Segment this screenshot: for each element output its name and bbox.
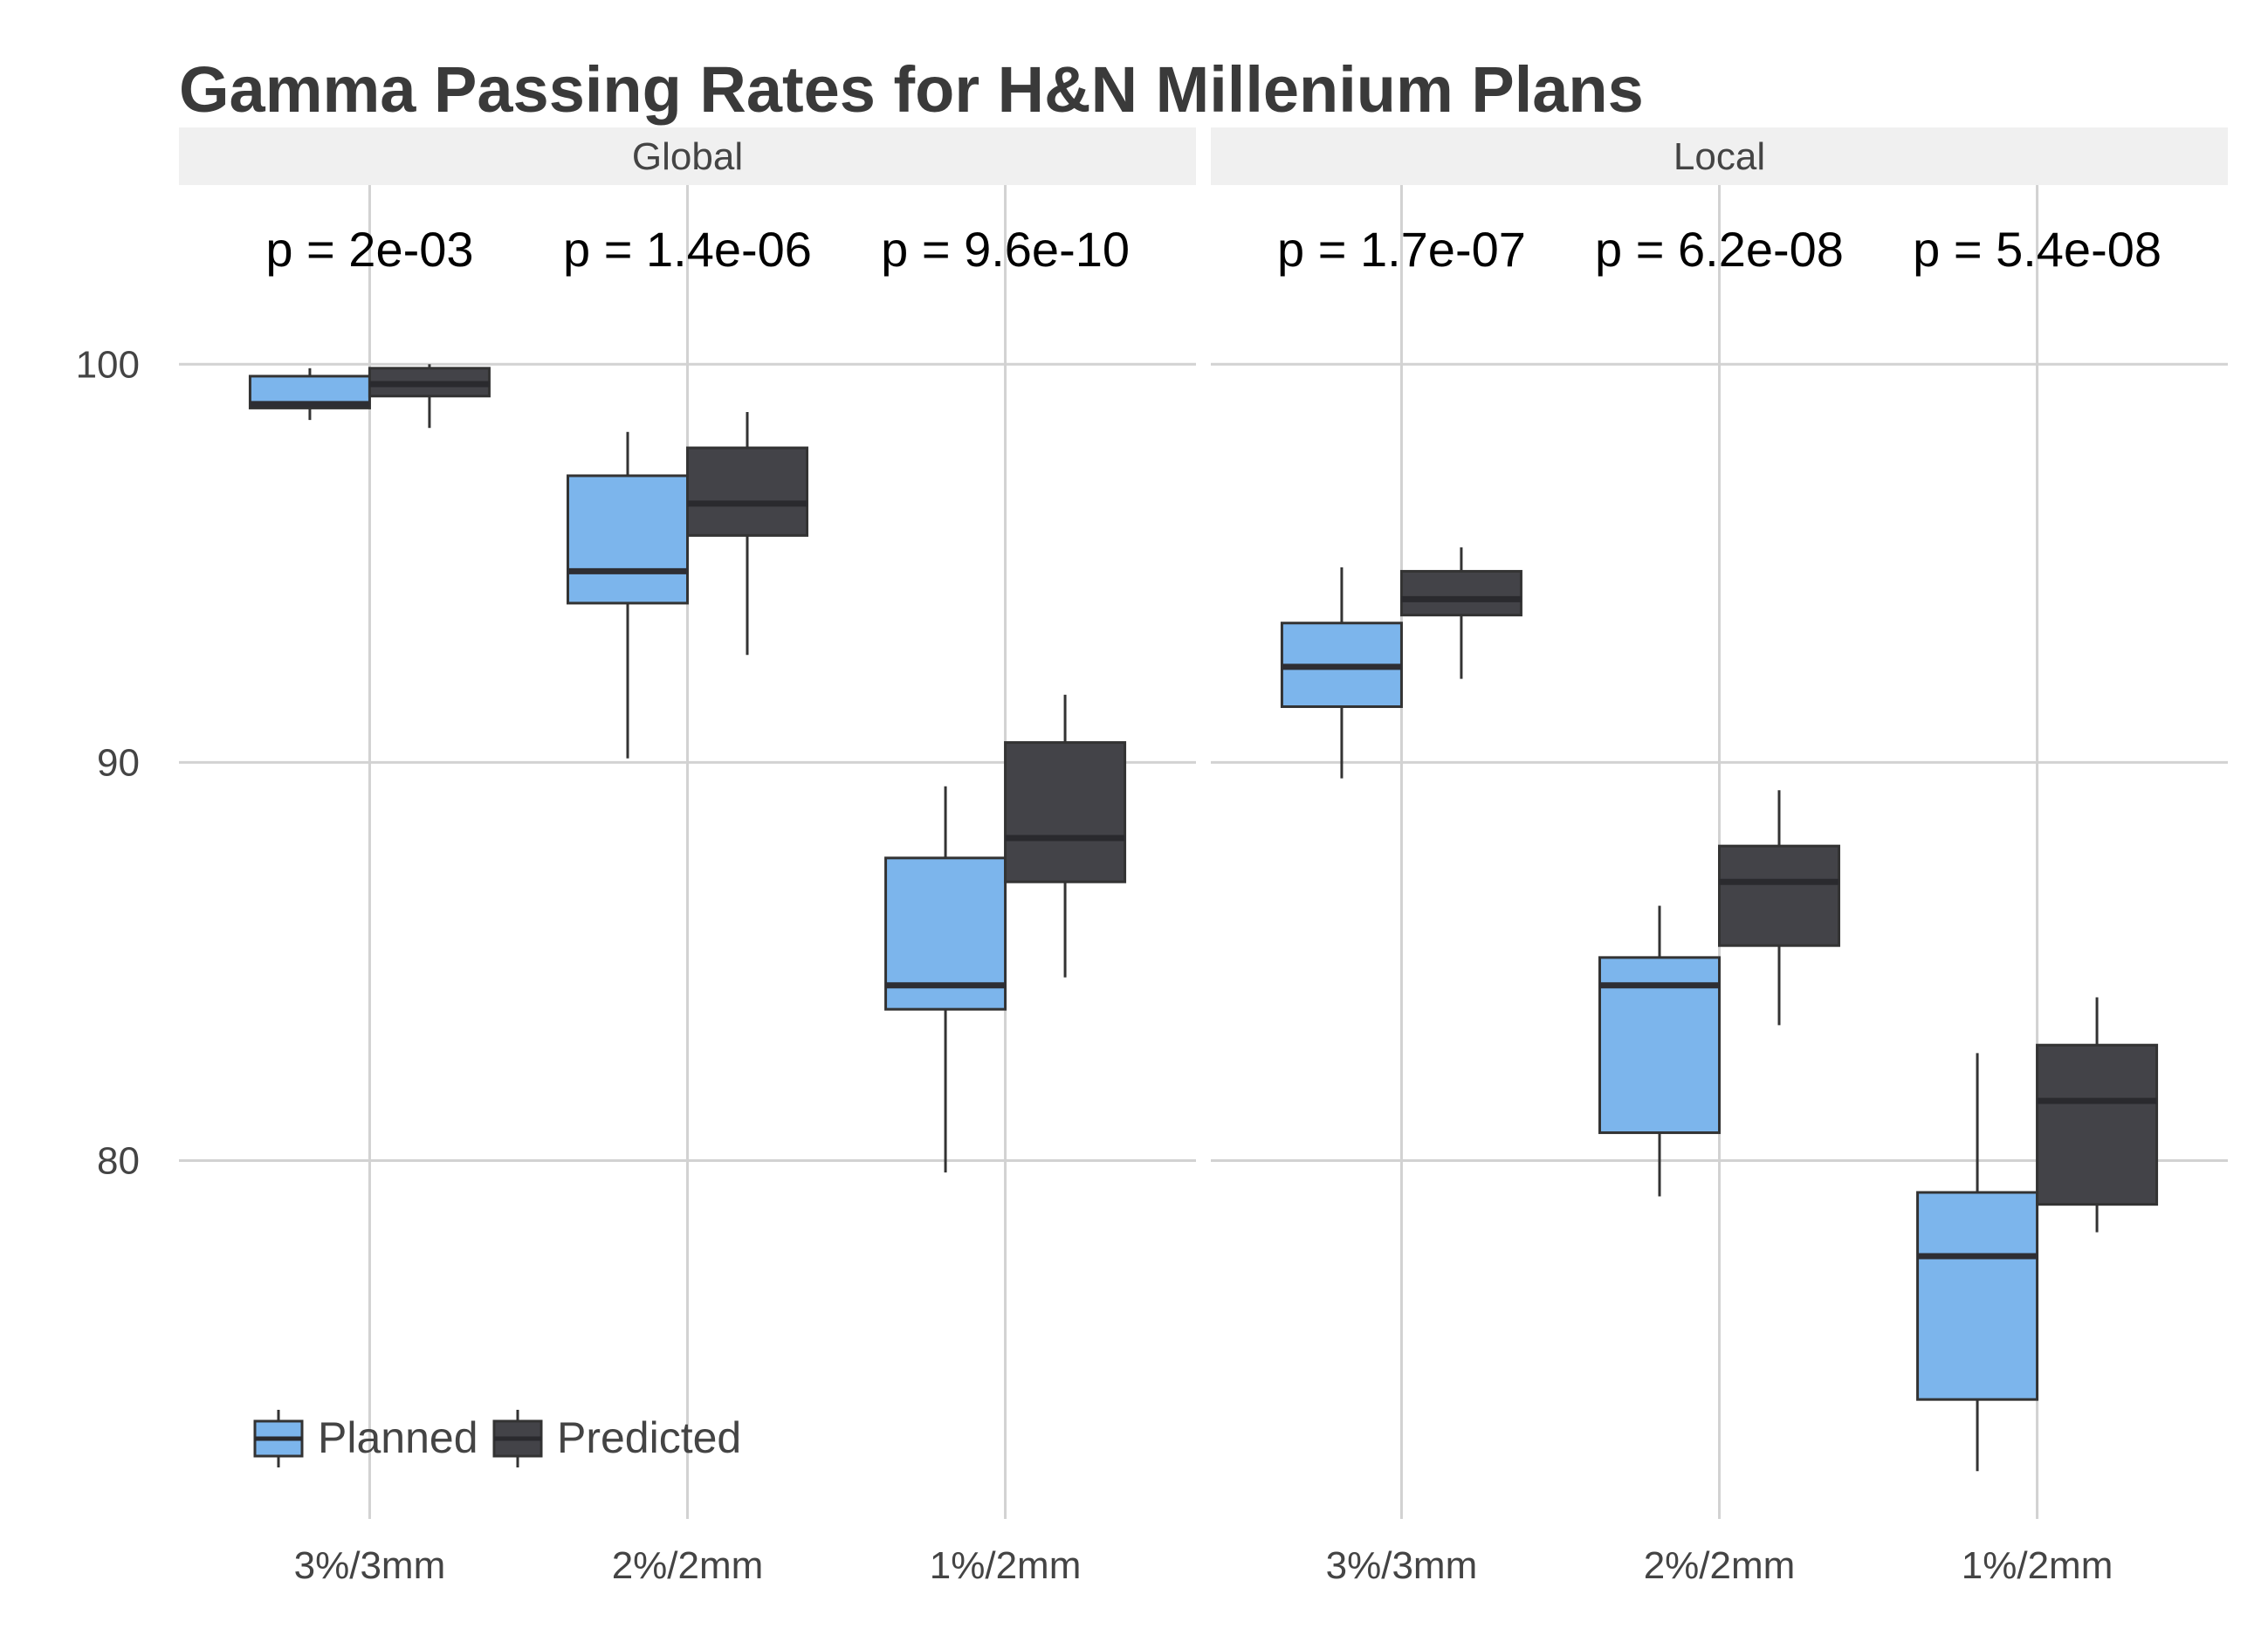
box-predicted bbox=[1399, 547, 1522, 679]
panel-global: Global p = 2e-03 p = 1.4e-06 p = 9.6e-10 3%/… bbox=[179, 127, 1196, 1587]
legend-key-predicted bbox=[492, 1410, 543, 1467]
p-value-label: p = 6.2e-08 bbox=[1595, 222, 1844, 277]
box-body bbox=[1004, 741, 1127, 883]
box-planned bbox=[567, 431, 689, 759]
chart-title: Gamma Passing Rates for H&N Millenium Pl… bbox=[179, 53, 1644, 126]
legend-label: Predicted bbox=[557, 1413, 741, 1462]
facet-strip bbox=[179, 127, 1196, 185]
x-tick-label: 1%/2mm bbox=[1962, 1544, 2113, 1587]
p-value-label: p = 9.6e-10 bbox=[881, 222, 1130, 277]
box-body bbox=[1718, 844, 1840, 947]
box-body bbox=[686, 446, 808, 537]
p-value-label: p = 2e-03 bbox=[265, 222, 473, 277]
legend: Planned Predicted bbox=[253, 1410, 741, 1467]
y-tick-label: 90 bbox=[97, 741, 140, 784]
p-value-label: p = 1.7e-07 bbox=[1277, 222, 1526, 277]
x-tick-label: 3%/3mm bbox=[1326, 1544, 1478, 1587]
x-tick-label: 2%/2mm bbox=[612, 1544, 764, 1587]
box-body bbox=[2036, 1043, 2159, 1206]
box-predicted bbox=[1004, 694, 1127, 978]
panel-local: Local p = 1.7e-07 p = 6.2e-08 p = 5.4e-08 3%… bbox=[1211, 127, 2228, 1587]
box-body bbox=[1916, 1191, 2039, 1401]
x-tick-label: 2%/2mm bbox=[1644, 1544, 1796, 1587]
plot-area: Global p = 2e-03 p = 1.4e-06 p = 9.6e-10 3%/… bbox=[76, 127, 2228, 1587]
box-predicted bbox=[1718, 790, 1840, 1026]
y-tick-label: 80 bbox=[97, 1139, 140, 1182]
facet-label: Local bbox=[1674, 135, 1765, 178]
legend-key-planned bbox=[253, 1410, 304, 1467]
box-planned bbox=[1916, 1053, 2039, 1472]
box-planned bbox=[884, 786, 1007, 1173]
box-body bbox=[567, 474, 689, 605]
box-planned bbox=[248, 368, 371, 421]
p-value-label: p = 5.4e-08 bbox=[1913, 222, 2161, 277]
box-predicted bbox=[686, 411, 808, 656]
x-tick-label: 3%/3mm bbox=[294, 1544, 446, 1587]
facet-label: Global bbox=[632, 135, 743, 178]
box-planned bbox=[1280, 567, 1403, 779]
box-body bbox=[1399, 569, 1522, 617]
box-planned bbox=[1598, 905, 1721, 1197]
y-tick-label: 100 bbox=[76, 343, 140, 386]
legend-label: Planned bbox=[318, 1413, 478, 1462]
x-tick-label: 1%/2mm bbox=[930, 1544, 1082, 1587]
p-value-label: p = 1.4e-06 bbox=[563, 222, 812, 277]
box-predicted bbox=[368, 364, 491, 429]
box-predicted bbox=[2036, 997, 2159, 1233]
facet-strip bbox=[1211, 127, 2228, 185]
